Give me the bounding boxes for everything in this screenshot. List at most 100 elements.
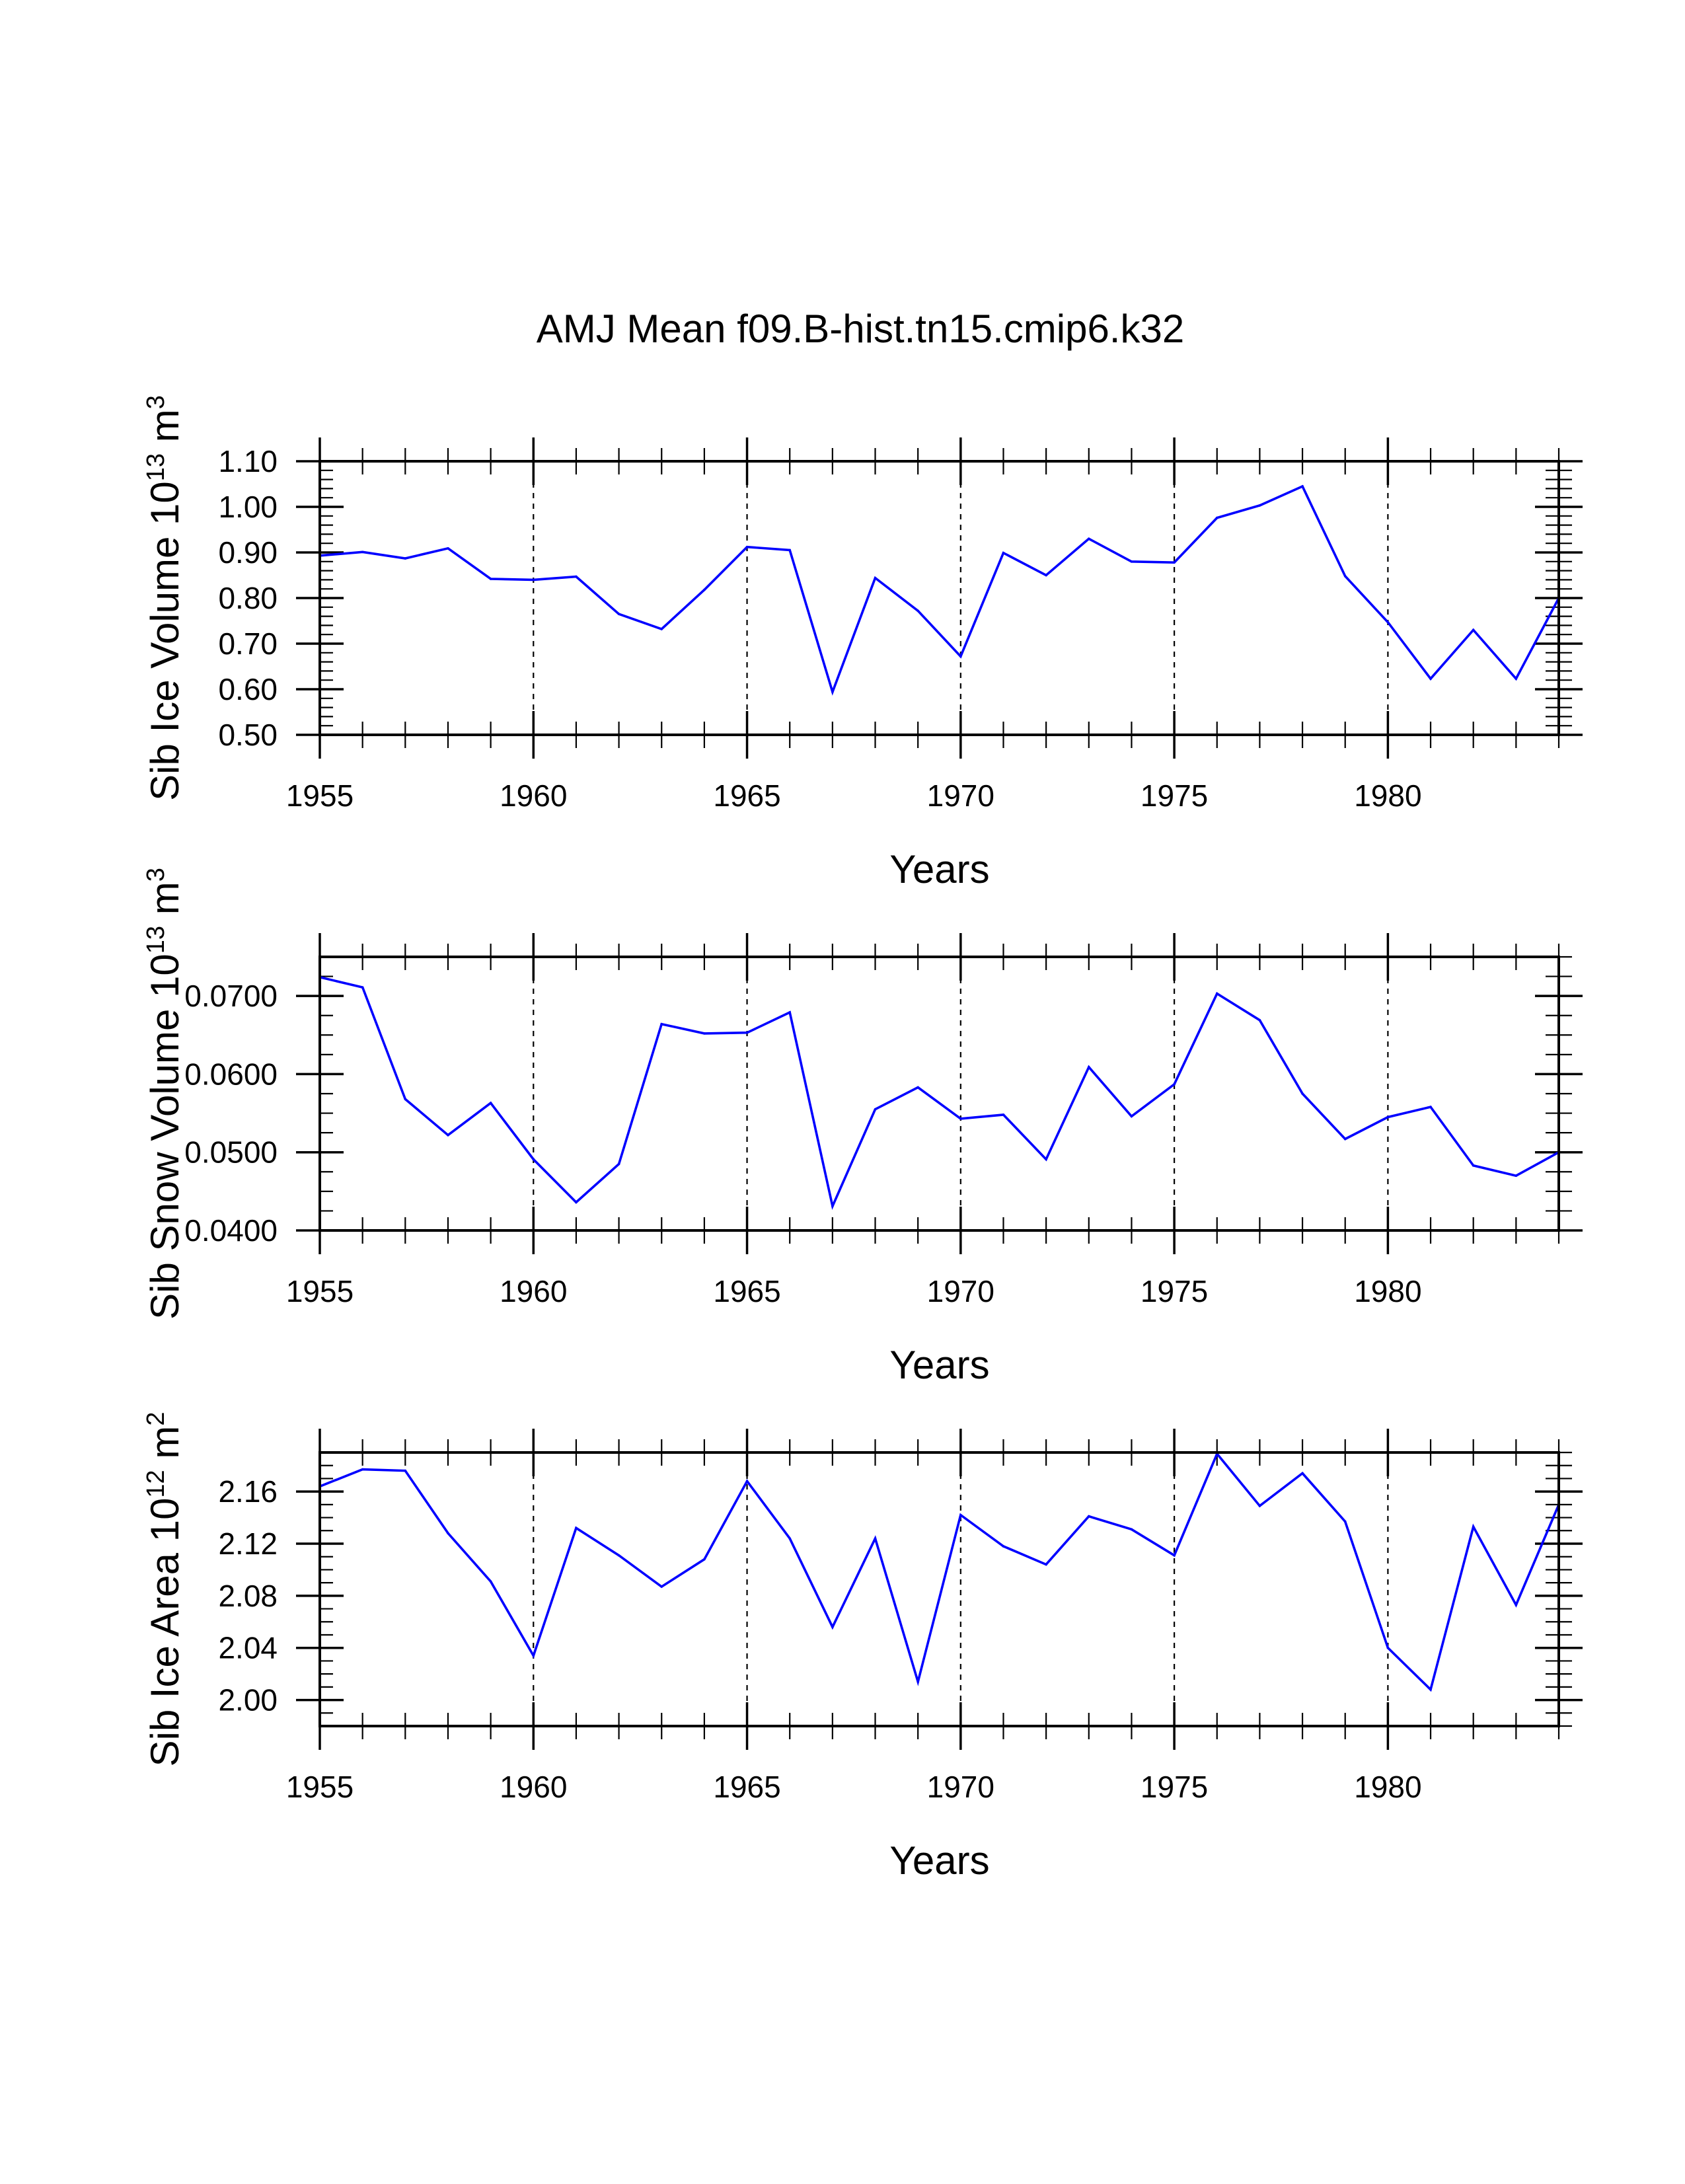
figure-title: AMJ Mean f09.B-hist.tn15.cmip6.k32 <box>537 307 1184 351</box>
series-line-ice-area <box>319 1451 1560 1692</box>
y-axis-label: Sib Ice Area 1012 m2 <box>142 1412 187 1766</box>
data-point <box>1130 1528 1133 1531</box>
y-axis-label-part: Sib Ice Area 10 <box>143 1498 187 1767</box>
plot-frame <box>318 956 1560 1232</box>
data-point <box>1002 1113 1005 1116</box>
x-tick-label: 1960 <box>500 1274 567 1308</box>
data-point <box>1173 1554 1176 1557</box>
data-point <box>617 1554 620 1557</box>
y-tick-label: 0.0500 <box>184 1135 278 1170</box>
y-tick-label: 2.12 <box>218 1526 278 1561</box>
data-point <box>831 1205 834 1208</box>
y-tick-label: 2.08 <box>218 1579 278 1613</box>
data-point <box>1429 1106 1432 1108</box>
data-point <box>532 578 535 582</box>
x-tick-label: 1955 <box>286 778 354 813</box>
data-point <box>1258 1505 1261 1507</box>
data-point <box>831 1626 834 1628</box>
y-axis-label-part: 13 <box>142 453 170 481</box>
data-point <box>361 986 364 989</box>
data-point <box>917 1086 919 1089</box>
series-line-snow-volume <box>319 976 1559 1211</box>
data-point <box>1472 1525 1475 1528</box>
data-point <box>1087 1065 1090 1069</box>
data-point <box>1045 574 1047 577</box>
data-point <box>617 1162 620 1166</box>
y-axis-label-part: 13 <box>142 926 170 954</box>
x-tick-label: 1970 <box>927 778 994 813</box>
y-axis-label-part: 2 <box>142 1412 170 1425</box>
x-tick-label: 1965 <box>713 1274 780 1308</box>
data-point <box>959 1513 962 1517</box>
y-tick-label: 2.16 <box>218 1474 278 1509</box>
x-tick-label: 1975 <box>1141 1770 1208 1804</box>
data-point <box>575 575 578 578</box>
y-tick-label: 0.0700 <box>184 979 278 1013</box>
data-point <box>1515 1174 1518 1177</box>
data-point <box>361 550 364 554</box>
data-point <box>404 557 407 560</box>
data-point <box>1002 551 1005 554</box>
panel-snow-volume: 0.0400 0.0500 0.0600 0.0700 1955 1960 1965 1970… <box>142 868 1583 1387</box>
data-point <box>788 548 792 552</box>
data-point <box>703 1558 706 1561</box>
y-tick-label: 0.0400 <box>184 1213 278 1248</box>
data-point <box>1173 1083 1176 1086</box>
y-tick-label: 0.60 <box>218 672 278 706</box>
data-point <box>788 1011 792 1014</box>
data-point <box>1258 1019 1261 1022</box>
y-tick-label: 0.70 <box>218 626 278 661</box>
y-tick-label: 0.90 <box>218 535 278 570</box>
data-point <box>703 1032 706 1035</box>
data-point <box>489 1580 492 1583</box>
data-point <box>1002 1545 1005 1548</box>
data-point <box>1472 628 1475 632</box>
y-axis-label: Sib Snow Volume 1013 m3 <box>142 868 187 1320</box>
y-tick-label: 2.04 <box>218 1631 278 1665</box>
data-point <box>874 1537 877 1540</box>
x-tick-label: 1970 <box>927 1274 994 1308</box>
data-point <box>959 655 962 658</box>
data-point <box>660 628 663 630</box>
plot-frame <box>318 460 1560 736</box>
data-point <box>1429 1688 1432 1691</box>
data-point <box>489 1102 492 1104</box>
data-point <box>575 1201 578 1204</box>
x-tick-label: 1980 <box>1354 1274 1421 1308</box>
x-tick-label: 1980 <box>1354 778 1421 813</box>
data-point <box>575 1526 578 1530</box>
data-point <box>1343 1520 1347 1523</box>
data-point <box>874 576 877 580</box>
x-axis-label: Years <box>889 847 989 891</box>
data-point <box>1386 1646 1390 1649</box>
x-axis-label: Years <box>889 1343 989 1387</box>
data-point <box>745 1031 749 1034</box>
data-point <box>404 1098 407 1101</box>
y-axis-label: Sib Ice Volume 1013 m3 <box>142 395 187 801</box>
data-point <box>660 1585 663 1588</box>
data-point <box>788 1537 792 1540</box>
data-point <box>1386 1115 1390 1119</box>
y-tick-label: 2.00 <box>218 1683 278 1717</box>
y-tick-label: 0.50 <box>218 718 278 752</box>
data-point <box>447 1532 449 1535</box>
data-point <box>1087 537 1090 541</box>
data-point <box>361 1468 364 1471</box>
data-point <box>617 613 620 615</box>
data-point <box>1343 1137 1347 1141</box>
data-point <box>1045 1158 1047 1161</box>
x-tick-label: 1960 <box>500 778 567 813</box>
data-point <box>1173 561 1176 564</box>
data-point <box>1215 516 1218 519</box>
data-point <box>1130 560 1133 563</box>
data-point <box>917 1680 919 1683</box>
y-axis-label-part: Sib Ice Volume 10 <box>143 481 187 801</box>
data-point <box>447 546 449 550</box>
y-axis-label-part: m <box>143 882 187 926</box>
data-point <box>959 1117 962 1120</box>
y-axis-label-part: m <box>143 409 187 453</box>
data-point <box>703 588 706 591</box>
data-point <box>1386 621 1390 624</box>
y-tick-label: 0.0600 <box>184 1057 278 1091</box>
